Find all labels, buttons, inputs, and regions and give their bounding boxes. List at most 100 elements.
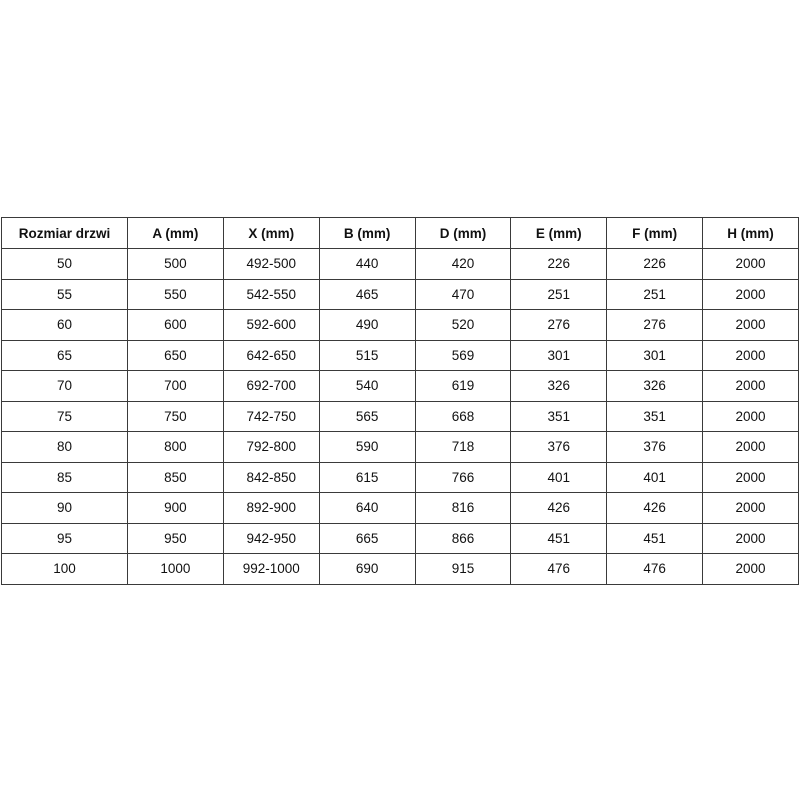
table-cell: 590: [318, 431, 416, 463]
table-cell: 401: [510, 461, 608, 493]
dimensions-table: Rozmiar drzwi A (mm) X (mm) B (mm) D (mm) E (…: [1, 217, 799, 585]
table-cell: 376: [510, 431, 608, 463]
table-cell: 668: [414, 400, 512, 432]
table-cell: 592-600: [222, 309, 320, 341]
table-cell: 2000: [702, 309, 799, 341]
table-cell: 950: [127, 522, 224, 554]
table-row: 70 700 692-700 540 619 326 326 2000: [1, 370, 799, 402]
table-cell: 476: [606, 553, 704, 585]
table-cell: 65: [1, 339, 128, 371]
table-cell: 2000: [702, 278, 799, 310]
column-header: Rozmiar drzwi: [1, 217, 128, 249]
table-cell: 766: [414, 461, 512, 493]
table-cell: 665: [318, 522, 416, 554]
table-cell: 451: [510, 522, 608, 554]
table-cell: 2000: [702, 370, 799, 402]
table-cell: 70: [1, 370, 128, 402]
column-header: A (mm): [127, 217, 224, 249]
table-cell: 276: [606, 309, 704, 341]
column-header: F (mm): [606, 217, 704, 249]
table-cell: 900: [127, 492, 224, 524]
table-cell: 942-950: [222, 522, 320, 554]
table-cell: 792-800: [222, 431, 320, 463]
table-cell: 2000: [702, 522, 799, 554]
table-cell: 565: [318, 400, 416, 432]
table-cell: 326: [510, 370, 608, 402]
table-row: 55 550 542-550 465 470 251 251 2000: [1, 278, 799, 310]
table-cell: 226: [510, 248, 608, 280]
table-cell: 100: [1, 553, 128, 585]
table-row: 50 500 492-500 440 420 226 226 2000: [1, 248, 799, 280]
table-row: 95 950 942-950 665 866 451 451 2000: [1, 522, 799, 554]
table-cell: 816: [414, 492, 512, 524]
table-cell: 351: [606, 400, 704, 432]
table-cell: 2000: [702, 553, 799, 585]
table-cell: 470: [414, 278, 512, 310]
table-cell: 690: [318, 553, 416, 585]
table-cell: 351: [510, 400, 608, 432]
table-cell: 500: [127, 248, 224, 280]
table-cell: 276: [510, 309, 608, 341]
table-cell: 75: [1, 400, 128, 432]
column-header: B (mm): [318, 217, 416, 249]
table-cell: 492-500: [222, 248, 320, 280]
table-cell: 866: [414, 522, 512, 554]
table-cell: 569: [414, 339, 512, 371]
table-cell: 251: [606, 278, 704, 310]
table-row: 90 900 892-900 640 816 426 426 2000: [1, 492, 799, 524]
table-cell: 600: [127, 309, 224, 341]
table-cell: 85: [1, 461, 128, 493]
column-header: X (mm): [222, 217, 320, 249]
table-cell: 718: [414, 431, 512, 463]
table-cell: 642-650: [222, 339, 320, 371]
table-cell: 992-1000: [222, 553, 320, 585]
table-row: 75 750 742-750 565 668 351 351 2000: [1, 400, 799, 432]
table-cell: 2000: [702, 492, 799, 524]
table-cell: 692-700: [222, 370, 320, 402]
table-cell: 95: [1, 522, 128, 554]
table-row: 100 1000 992-1000 690 915 476 476 2000: [1, 553, 799, 585]
table-cell: 915: [414, 553, 512, 585]
table-cell: 426: [510, 492, 608, 524]
table-cell: 615: [318, 461, 416, 493]
table-cell: 640: [318, 492, 416, 524]
table-cell: 542-550: [222, 278, 320, 310]
column-header: H (mm): [702, 217, 799, 249]
table-cell: 426: [606, 492, 704, 524]
table-cell: 420: [414, 248, 512, 280]
table-cell: 540: [318, 370, 416, 402]
table-cell: 750: [127, 400, 224, 432]
table-cell: 892-900: [222, 492, 320, 524]
table-cell: 650: [127, 339, 224, 371]
table-cell: 619: [414, 370, 512, 402]
table-cell: 55: [1, 278, 128, 310]
column-header: D (mm): [414, 217, 512, 249]
table-cell: 90: [1, 492, 128, 524]
table-cell: 465: [318, 278, 416, 310]
table-cell: 301: [606, 339, 704, 371]
table-cell: 226: [606, 248, 704, 280]
table-cell: 440: [318, 248, 416, 280]
table-cell: 301: [510, 339, 608, 371]
table-cell: 800: [127, 431, 224, 463]
table-cell: 550: [127, 278, 224, 310]
table-cell: 376: [606, 431, 704, 463]
table-cell: 1000: [127, 553, 224, 585]
table-cell: 520: [414, 309, 512, 341]
table-cell: 80: [1, 431, 128, 463]
header-row: Rozmiar drzwi A (mm) X (mm) B (mm) D (mm) E (…: [1, 217, 799, 249]
table-cell: 326: [606, 370, 704, 402]
table-cell: 2000: [702, 431, 799, 463]
table-cell: 50: [1, 248, 128, 280]
table-cell: 2000: [702, 461, 799, 493]
table-cell: 2000: [702, 400, 799, 432]
table-cell: 2000: [702, 339, 799, 371]
table-row: 65 650 642-650 515 569 301 301 2000: [1, 339, 799, 371]
table-cell: 742-750: [222, 400, 320, 432]
table-cell: 476: [510, 553, 608, 585]
table-cell: 451: [606, 522, 704, 554]
table-cell: 401: [606, 461, 704, 493]
table-cell: 515: [318, 339, 416, 371]
table-row: 60 600 592-600 490 520 276 276 2000: [1, 309, 799, 341]
table-cell: 490: [318, 309, 416, 341]
